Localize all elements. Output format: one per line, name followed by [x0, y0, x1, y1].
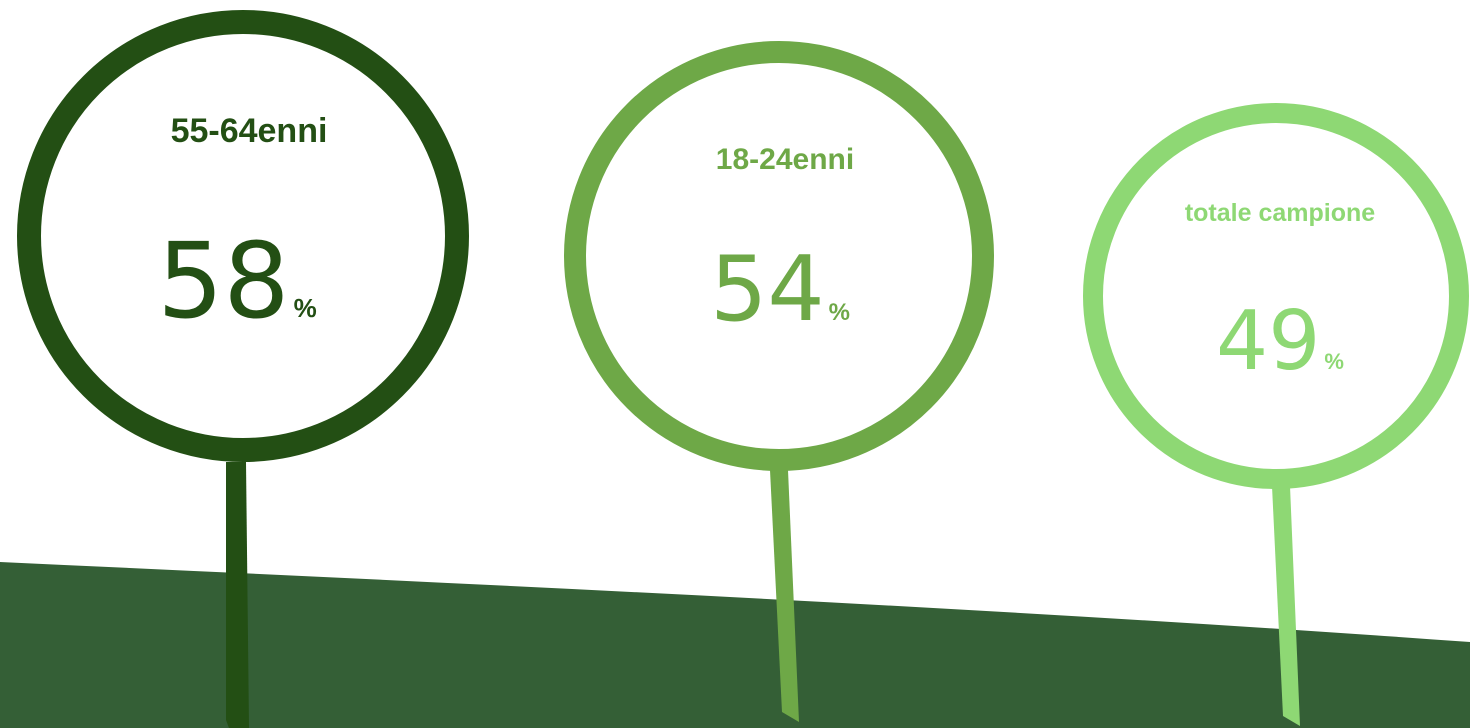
marker-stick [770, 470, 799, 722]
marker-percent-sign: % [294, 293, 317, 323]
marker-55-64: 55-64enni 58% [17, 10, 469, 728]
marker-value: 49% [1216, 294, 1344, 389]
marker-totale-campione: totale campione 49% [1083, 103, 1469, 726]
marker-percent-sign: % [829, 299, 850, 326]
marker-ring [564, 41, 994, 471]
marker-ring [17, 10, 469, 462]
marker-percent-sign: % [1324, 349, 1344, 374]
marker-stick [226, 462, 249, 728]
marker-stick [1272, 486, 1300, 726]
marker-group-label: 18-24enni [716, 143, 854, 176]
marker-number: 49 [1216, 294, 1320, 389]
marker-ring [1083, 103, 1469, 489]
marker-value: 58% [157, 220, 316, 342]
marker-18-24: 18-24enni 54% [564, 41, 994, 722]
marker-number: 58 [157, 220, 289, 342]
marker-group-label: 55-64enni [171, 112, 328, 150]
marker-group-label: totale campione [1185, 199, 1375, 227]
green-hill [0, 562, 1470, 728]
marker-value: 54% [710, 237, 850, 342]
marker-number: 54 [710, 237, 825, 342]
